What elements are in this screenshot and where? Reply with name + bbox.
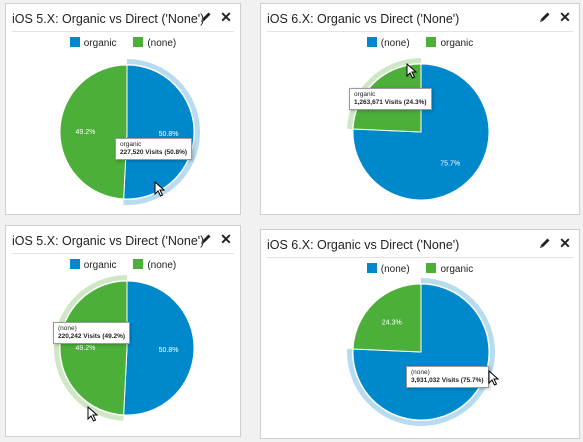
- legend-swatch: [69, 37, 80, 47]
- pie-slice-label: 49.2%: [76, 129, 96, 136]
- legend-item-none[interactable]: (none): [133, 37, 176, 49]
- close-icon[interactable]: ✕: [559, 9, 571, 25]
- chart-tooltip: organic 227,520 Visits (50.8%): [115, 138, 193, 160]
- pencil-icon[interactable]: [538, 236, 552, 250]
- widget-ios6-top: iOS 6.X: Organic vs Direct ('None') ✕ (n…: [260, 3, 580, 215]
- legend-item-none[interactable]: (none): [366, 37, 410, 49]
- header-divider: [267, 257, 573, 258]
- pencil-icon[interactable]: [199, 10, 213, 24]
- widget-header: iOS 5.X: Organic vs Direct ('None') ✕: [6, 4, 240, 30]
- widget-ios6-bottom: iOS 6.X: Organic vs Direct ('None') ✕ (n…: [260, 229, 580, 439]
- pie-chart: 75.7%24.3%: [347, 278, 495, 426]
- tooltip-value: 3,931,032 Visits (75.7%): [411, 377, 484, 384]
- legend-item-organic[interactable]: organic: [426, 37, 473, 49]
- close-icon[interactable]: ✕: [559, 235, 571, 251]
- widget-title: iOS 5.X: Organic vs Direct ('None'): [12, 12, 205, 26]
- legend-item-organic[interactable]: organic: [426, 263, 473, 275]
- pie-slice-label: 24.3%: [382, 320, 402, 327]
- mouse-cursor-icon: [406, 63, 418, 79]
- widget-header: iOS 6.X: Organic vs Direct ('None') ✕: [261, 4, 579, 30]
- pie-chart: 50.8% 49.2%: [54, 275, 195, 421]
- tooltip-label: (none): [411, 369, 430, 376]
- tooltip-value: 227,520 Visits (50.8%): [120, 149, 188, 156]
- chart-legend: organic (none): [6, 259, 240, 271]
- legend-label: organic: [83, 38, 117, 49]
- pie-chart: 50.8% 49.2%: [59, 59, 201, 205]
- legend-item-none[interactable]: (none): [133, 259, 176, 271]
- chart-tooltip: (none) 3,931,032 Visits (75.7%): [406, 366, 489, 388]
- header-divider: [267, 31, 573, 32]
- widget-title: iOS 6.X: Organic vs Direct ('None'): [267, 238, 460, 252]
- legend-label: (none): [380, 38, 410, 49]
- chart-tooltip: (none) 220,242 Visits (49.2%): [53, 322, 131, 344]
- pie-slice-organic[interactable]: [352, 283, 422, 353]
- legend-item-none[interactable]: (none): [366, 263, 410, 275]
- legend-label: organic: [83, 260, 117, 271]
- pie-slice-none[interactable]: [59, 64, 128, 200]
- widget-ios5-bottom: iOS 5.X: Organic vs Direct ('None') ✕ or…: [5, 225, 241, 437]
- pencil-icon[interactable]: [538, 10, 552, 24]
- legend-swatch: [366, 37, 377, 47]
- pie-slice-label: 50.8%: [159, 347, 179, 354]
- tooltip-value: 1,263,671 Visits (24.3%): [354, 99, 427, 106]
- legend-swatch: [426, 263, 437, 273]
- header-divider: [12, 253, 234, 254]
- mouse-cursor-icon: [154, 181, 166, 197]
- legend-item-organic[interactable]: organic: [69, 37, 117, 49]
- chart-legend: (none) organic: [261, 263, 579, 275]
- chart-legend: organic (none): [6, 37, 240, 49]
- legend-item-organic[interactable]: organic: [69, 259, 117, 271]
- chart-tooltip: organic 1,263,671 Visits (24.3%): [349, 88, 432, 110]
- pencil-icon[interactable]: [199, 232, 213, 246]
- pie-slice-none[interactable]: [59, 280, 128, 416]
- legend-label: (none): [147, 260, 177, 271]
- tooltip-value: 220,242 Visits (49.2%): [58, 333, 126, 340]
- close-icon[interactable]: ✕: [220, 9, 232, 25]
- tooltip-label: organic: [120, 141, 142, 148]
- widget-title: iOS 6.X: Organic vs Direct ('None'): [267, 12, 460, 26]
- widget-header: iOS 5.X: Organic vs Direct ('None') ✕: [6, 226, 240, 252]
- legend-swatch: [133, 259, 144, 269]
- legend-swatch: [133, 37, 144, 47]
- legend-swatch: [366, 263, 377, 273]
- pie-slice-label: 50.8%: [159, 131, 179, 138]
- pie-slice-organic[interactable]: [123, 280, 195, 416]
- pie-slice-label: 49.2%: [76, 345, 96, 352]
- tooltip-label: (none): [58, 325, 77, 332]
- pie-slice-label: 75.7%: [440, 160, 460, 167]
- legend-swatch: [426, 37, 437, 47]
- legend-swatch: [69, 259, 80, 269]
- widget-header: iOS 6.X: Organic vs Direct ('None') ✕: [261, 230, 579, 256]
- widget-ios5-top: iOS 5.X: Organic vs Direct ('None') ✕ or…: [5, 3, 241, 215]
- mouse-cursor-icon: [488, 370, 500, 386]
- tooltip-label: organic: [354, 91, 376, 98]
- widget-title: iOS 5.X: Organic vs Direct ('None'): [12, 234, 205, 248]
- legend-label: organic: [440, 264, 474, 275]
- close-icon[interactable]: ✕: [220, 231, 232, 247]
- legend-label: (none): [147, 38, 177, 49]
- pie-chart: 75.7%: [347, 58, 490, 201]
- chart-legend: (none) organic: [261, 37, 579, 49]
- header-divider: [12, 31, 234, 32]
- pie-slice-organic[interactable]: [123, 64, 195, 200]
- legend-label: organic: [440, 38, 474, 49]
- legend-label: (none): [380, 264, 410, 275]
- mouse-cursor-icon: [87, 406, 99, 422]
